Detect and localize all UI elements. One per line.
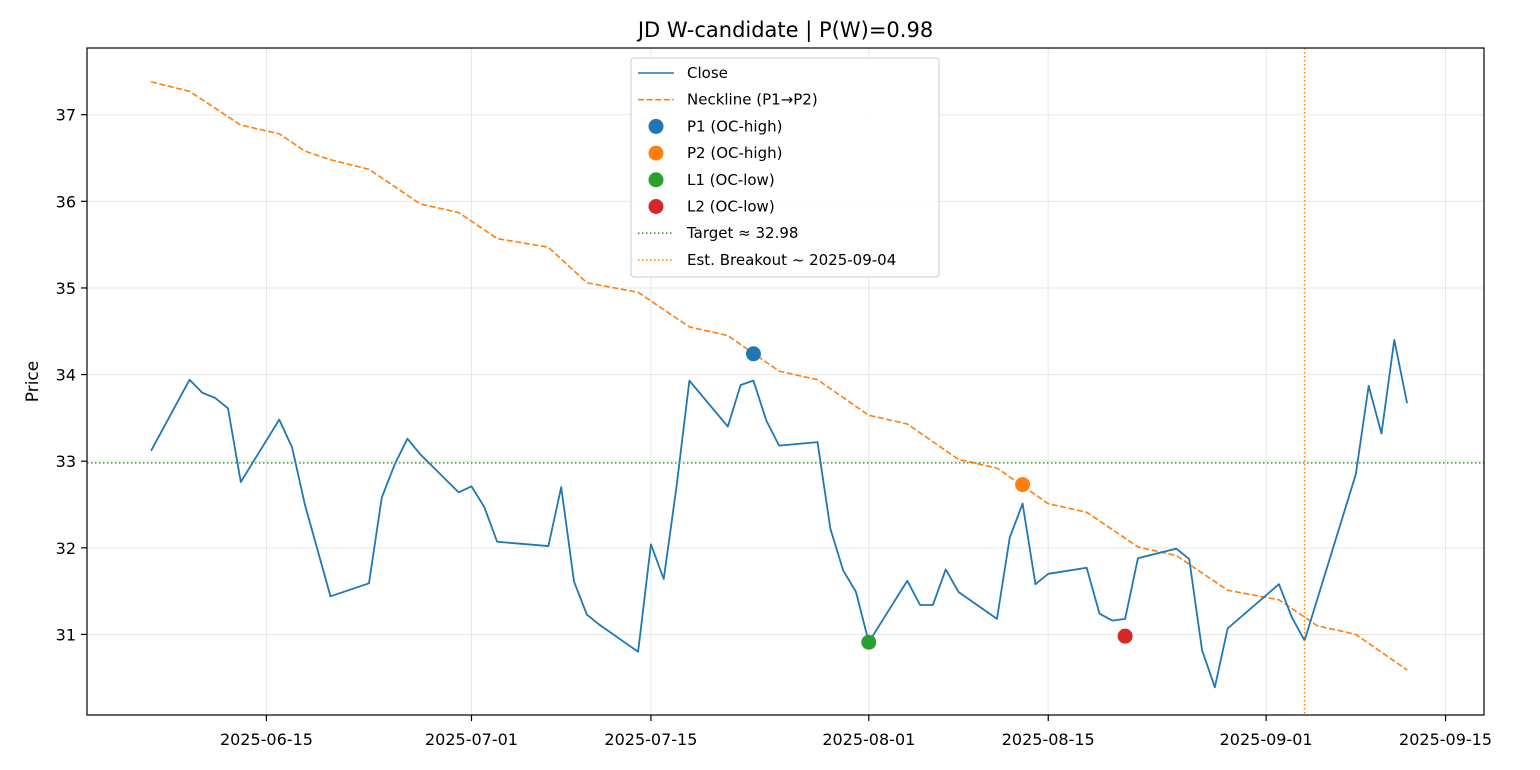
legend-p1-label: P1 (OC-high) — [687, 117, 782, 135]
y-tick-label: 32 — [56, 539, 76, 558]
x-tick-label: 2025-07-01 — [425, 730, 518, 749]
chart-title: JD W-candidate | P(W)=0.98 — [636, 18, 933, 43]
y-axis-label: Price — [23, 361, 43, 402]
close-series — [150, 339, 1408, 689]
p2-marker — [1015, 477, 1031, 493]
plot-area — [87, 48, 1484, 715]
x-tick-label: 2025-09-01 — [1220, 730, 1313, 749]
x-tick-label: 2025-09-15 — [1399, 730, 1492, 749]
legend-l2-label: L2 (OC-low) — [687, 198, 775, 216]
p1-marker — [745, 346, 761, 362]
y-tick-label: 37 — [56, 106, 76, 125]
x-tick-label: 2025-08-01 — [822, 730, 915, 749]
y-tick-label: 35 — [56, 279, 76, 298]
legend-neckline-label: Neckline (P1→P2) — [687, 91, 818, 109]
x-tick-label: 2025-07-15 — [604, 730, 697, 749]
x-tick-label: 2025-08-15 — [1002, 730, 1095, 749]
y-tick-label: 33 — [56, 452, 76, 471]
legend-box — [630, 57, 940, 278]
legend-close-label: Close — [687, 64, 728, 82]
y-tick-label: 34 — [56, 366, 76, 385]
l1-marker — [861, 634, 877, 650]
legend: Close Neckline (P1→P2) P1 (OC-high) P2 (OC-… — [630, 57, 940, 278]
y-tick-label: 31 — [56, 625, 76, 644]
legend-l2-swatch — [648, 199, 664, 214]
axes-frame — [86, 47, 1485, 716]
legend-l1-swatch — [648, 172, 664, 188]
y-tick-label: 36 — [56, 192, 76, 211]
l2-marker — [1117, 628, 1133, 644]
legend-l1-label: L1 (OC-low) — [687, 171, 775, 189]
legend-p2-label: P2 (OC-high) — [687, 144, 782, 162]
legend-breakout-label: Est. Breakout ~ 2025-09-04 — [687, 251, 896, 269]
legend-p2-swatch — [648, 145, 664, 161]
legend-target-label: Target ≈ 32.98 — [686, 224, 798, 242]
legend-p1-swatch — [648, 118, 664, 134]
x-tick-label: 2025-06-15 — [220, 730, 313, 749]
